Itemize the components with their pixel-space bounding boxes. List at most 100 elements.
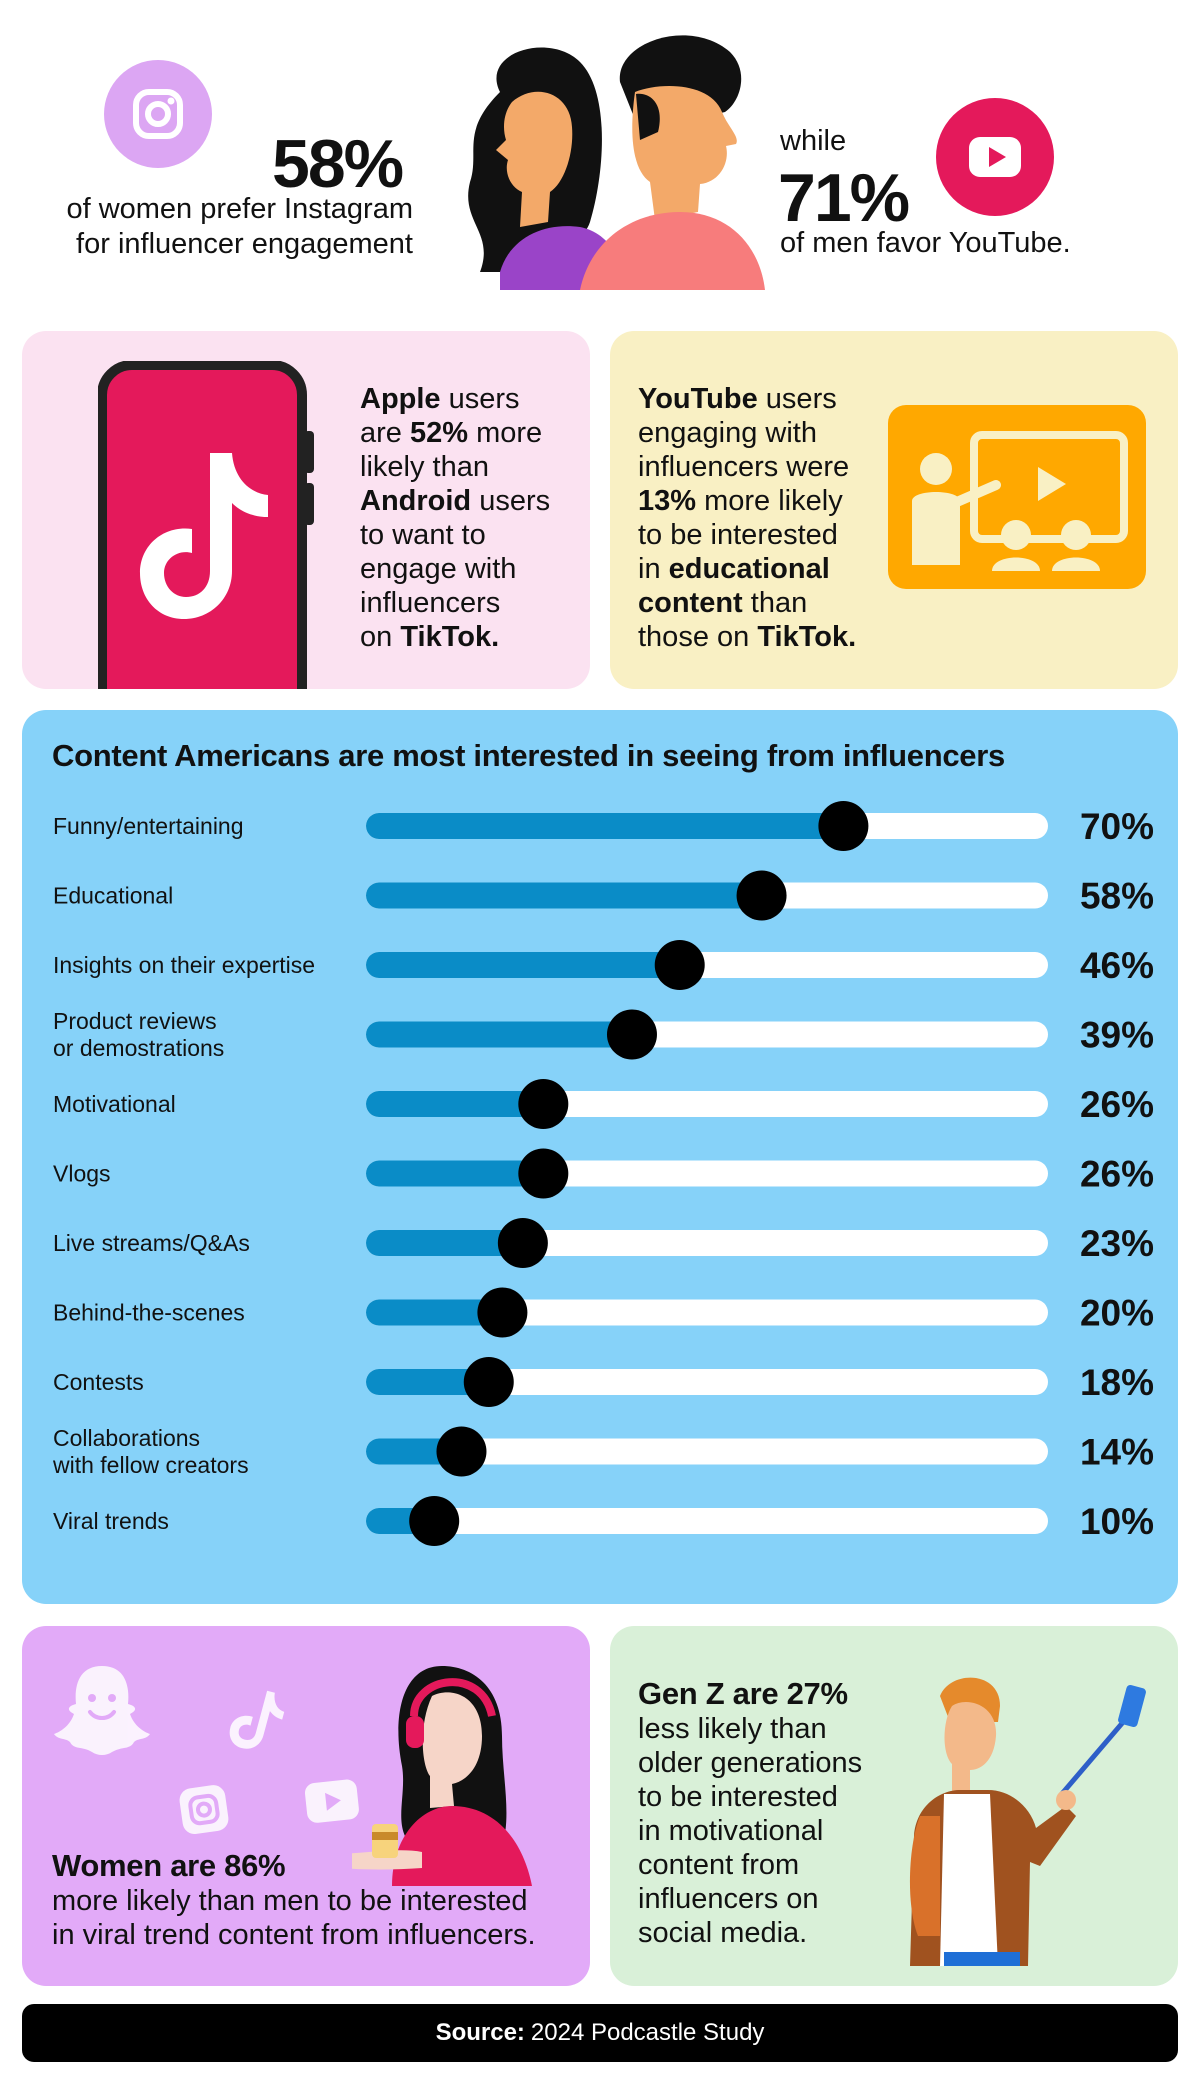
- category-label: Vlogs: [53, 1161, 111, 1187]
- bar-fill: [366, 1160, 544, 1187]
- instagram-icon: [133, 89, 183, 139]
- category-label-line: Motivational: [53, 1091, 176, 1117]
- bar-fill: [366, 882, 762, 909]
- category-label-line: Vlogs: [53, 1161, 111, 1187]
- category-label-line: Funny/entertaining: [53, 813, 244, 839]
- category-label: Product reviews or demostrations: [53, 1008, 224, 1061]
- source-label: Source:: [435, 2019, 525, 2046]
- bar-row: Behind-the-scenes 20%: [53, 1287, 1154, 1338]
- bar-row: Funny/entertaining 70%: [53, 801, 1154, 851]
- chart-title: Content Americans are most interested in…: [52, 738, 1005, 773]
- women-body-line2: in viral trend content from influencers.: [52, 1919, 536, 1951]
- bar-row: Insights on their expertise 46%: [53, 940, 1154, 990]
- bar-fill: [366, 1369, 489, 1395]
- bar-fill: [366, 1021, 632, 1048]
- category-label-line: or demostrations: [53, 1035, 224, 1061]
- value-label: 46%: [1080, 945, 1154, 986]
- category-label: Educational: [53, 883, 173, 909]
- category-label: Insights on their expertise: [53, 952, 315, 978]
- genz-body-line: influencers on: [638, 1883, 819, 1915]
- value-label: 14%: [1080, 1432, 1154, 1473]
- while-text: while: [780, 125, 847, 157]
- source-text: 2024 Podcastle Study: [530, 2019, 765, 2046]
- value-label: 70%: [1080, 806, 1154, 847]
- social-icons-cluster: [54, 1666, 359, 1834]
- bar-fill: [366, 952, 680, 978]
- bar-row: Educational 58%: [53, 870, 1154, 921]
- bar-row: Motivational 26%: [53, 1079, 1154, 1129]
- profiles-illustration: [468, 35, 765, 290]
- women-instagram-text: of women prefer Instagram for influencer…: [53, 192, 413, 262]
- youtube-small-icon: [304, 1779, 359, 1823]
- bar-row: Vlogs 26%: [53, 1148, 1154, 1199]
- bar-knob: [463, 1357, 514, 1407]
- hero-section: 58% of women prefer Instagram for influe…: [0, 0, 1200, 310]
- category-label: Motivational: [53, 1091, 176, 1117]
- youtube-panel-text: YouTube users engaging with influencers …: [638, 383, 857, 653]
- presentation-icon: [888, 405, 1146, 589]
- category-label: Contests: [53, 1369, 144, 1395]
- value-label: 26%: [1080, 1154, 1154, 1195]
- selfie-man-icon: [909, 1677, 1146, 1966]
- genz-body-line: in motivational: [638, 1815, 824, 1847]
- youtube-badge: [936, 98, 1054, 216]
- bar-knob: [818, 801, 869, 851]
- value-label: 10%: [1080, 1501, 1154, 1542]
- category-label-line: Insights on their expertise: [53, 952, 315, 978]
- bar-knob: [654, 940, 705, 990]
- source-footer: Source: 2024 Podcastle Study: [22, 2004, 1178, 2062]
- category-label-line: Educational: [53, 883, 173, 909]
- men-youtube-percent: 71%: [778, 160, 910, 236]
- women-viral-panel: Women are 86% more likely than men to be…: [22, 1626, 590, 1986]
- bar-knob: [518, 1079, 569, 1129]
- genz-body-line: social media.: [638, 1917, 808, 1949]
- women-instagram-line2: for influencer engagement: [76, 228, 413, 260]
- youtube-icon: [969, 137, 1021, 177]
- category-label-line: Behind-the-scenes: [53, 1300, 245, 1326]
- apple-panel-text: Apple users are 52% more likely than And…: [360, 383, 551, 653]
- apple-tiktok-panel: Apple users are 52% more likely than And…: [22, 331, 590, 689]
- bar-fill: [366, 813, 844, 839]
- genz-motivational-panel: Gen Z are 27% less likely than older gene…: [610, 1626, 1178, 1986]
- women-instagram-line1: of women prefer Instagram: [66, 193, 413, 225]
- bar-row: Collaborations with fellow creators 14%: [52, 1425, 1154, 1478]
- category-label-line: Viral trends: [53, 1508, 169, 1534]
- women-body: more likely than men to be interested in…: [52, 1884, 536, 1952]
- bar-track: [366, 1299, 1048, 1326]
- bar-knob: [497, 1218, 548, 1268]
- women-instagram-percent: 58%: [272, 126, 404, 202]
- woman-headphones-icon: [352, 1666, 532, 1886]
- category-label-line: Contests: [53, 1369, 144, 1395]
- interest-bar-chart: Funny/entertaining 70% Educational 58% Insig…: [52, 801, 1154, 1546]
- women-body-line1: more likely than men to be interested: [52, 1885, 528, 1917]
- bar-knob: [436, 1426, 487, 1477]
- bar-knob: [606, 1009, 657, 1060]
- bar-knob: [477, 1287, 528, 1338]
- category-label-line: Product reviews: [53, 1008, 217, 1034]
- bar-row: Contests 18%: [53, 1357, 1154, 1407]
- bar-knob: [736, 870, 787, 921]
- bar-knob: [518, 1148, 569, 1199]
- bar-knob: [409, 1496, 460, 1546]
- value-label: 58%: [1080, 876, 1154, 917]
- genz-body: less likely than older generations to be i…: [638, 1712, 862, 1950]
- value-label: 26%: [1080, 1084, 1154, 1125]
- genz-headline: Gen Z are 27%: [638, 1676, 848, 1711]
- category-label: Collaborations with fellow creators: [52, 1425, 249, 1478]
- instagram-small-icon: [179, 1785, 229, 1834]
- bar-fill: [366, 1091, 544, 1117]
- bar-row: Product reviews or demostrations 39%: [53, 1008, 1154, 1061]
- category-label: Live streams/Q&As: [53, 1230, 250, 1256]
- youtube-education-panel: YouTube users engaging with influencers …: [610, 331, 1178, 689]
- category-label-line: Live streams/Q&As: [53, 1230, 250, 1256]
- instagram-badge: [104, 60, 212, 168]
- category-label: Behind-the-scenes: [53, 1300, 245, 1326]
- value-label: 39%: [1080, 1015, 1154, 1056]
- tiktok-small-icon: [229, 1690, 285, 1749]
- genz-body-line: older generations: [638, 1747, 863, 1779]
- bar-track: [366, 1438, 1048, 1465]
- bar-track: [366, 1369, 1048, 1395]
- genz-body-line: content from: [638, 1849, 800, 1881]
- man-profile-icon: [580, 35, 765, 290]
- value-label: 23%: [1080, 1223, 1154, 1264]
